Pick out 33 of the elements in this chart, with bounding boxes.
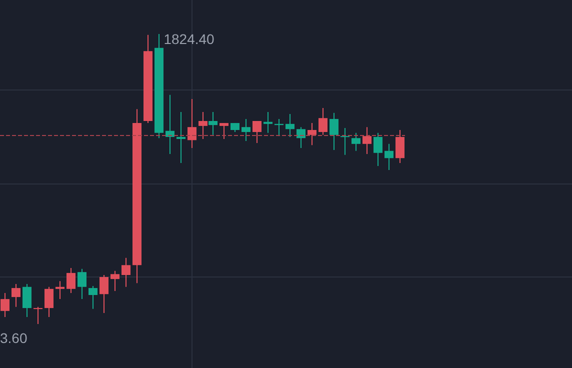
candlestick [88,286,98,310]
candlestick [188,98,196,148]
candlestick [110,270,120,292]
candlestick [44,286,54,318]
candlestick [396,129,404,164]
candlestick [252,120,262,144]
candlestick [122,257,130,288]
candlestick [22,283,32,318]
candlestick [208,112,218,136]
candlestick [56,280,64,300]
candlestick [100,274,108,314]
candlestick [264,112,272,134]
candlestick [66,268,76,294]
candlestick [198,112,208,140]
candlestick [242,118,250,142]
candlestick [296,126,306,148]
candlestick [352,132,360,152]
candlestick [318,107,328,136]
candlestick [340,127,350,156]
candlestick [330,112,338,150]
candlestick [308,122,316,146]
candlestick [384,143,394,171]
candlestick [12,283,20,308]
candlestick [286,114,294,138]
candlestick [176,112,186,164]
candlestick [34,306,42,324]
candlestick [374,132,382,166]
candlestick [362,126,372,155]
text: 3.60 [0,330,28,346]
candlestick [0,292,10,318]
annotation: 1824.40 [164,31,215,47]
candlestick [78,268,86,300]
candlestick [220,122,228,140]
